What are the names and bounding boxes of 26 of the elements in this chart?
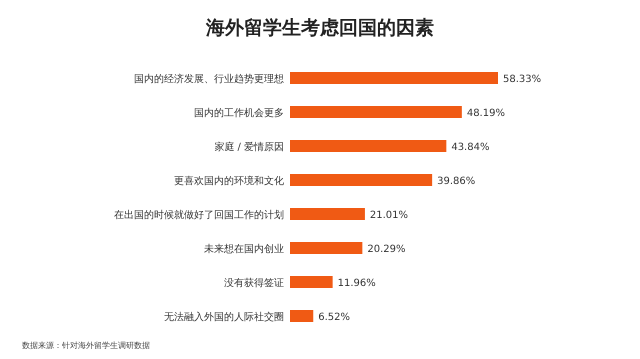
data-label: 21.01% (370, 210, 408, 221)
chart-title: 海外留学生考虑回国的因素 (205, 17, 434, 39)
source-note: 数据来源：针对海外留学生调研数据 (22, 341, 150, 350)
data-label: 20.29% (367, 244, 406, 255)
bar (290, 140, 446, 152)
y-tick-label: 无法融入外国的人际社交圈 (164, 311, 284, 323)
y-tick-label: 更喜欢国内的环境和文化 (174, 175, 284, 187)
bar (290, 106, 462, 118)
bar (290, 310, 314, 322)
bar (290, 242, 362, 254)
bar (290, 174, 432, 186)
y-tick-label: 未来想在国内创业 (204, 243, 284, 255)
data-label: 6.52% (318, 312, 350, 323)
y-tick-label: 在出国的时候就做好了回国工作的计划 (114, 209, 284, 221)
bar (290, 72, 498, 84)
data-label: 11.96% (338, 278, 376, 289)
data-label: 43.84% (451, 142, 490, 153)
bar (290, 276, 333, 288)
y-tick-label: 国内的工作机会更多 (194, 107, 284, 119)
y-tick-label: 没有获得签证 (224, 277, 284, 289)
data-label: 39.86% (437, 176, 476, 187)
bar (290, 208, 365, 220)
y-tick-label: 家庭 / 爱情原因 (214, 141, 284, 153)
data-label: 58.33% (503, 74, 542, 85)
data-label: 48.19% (466, 108, 505, 119)
y-tick-label: 国内的经济发展、行业趋势更理想 (134, 73, 284, 85)
